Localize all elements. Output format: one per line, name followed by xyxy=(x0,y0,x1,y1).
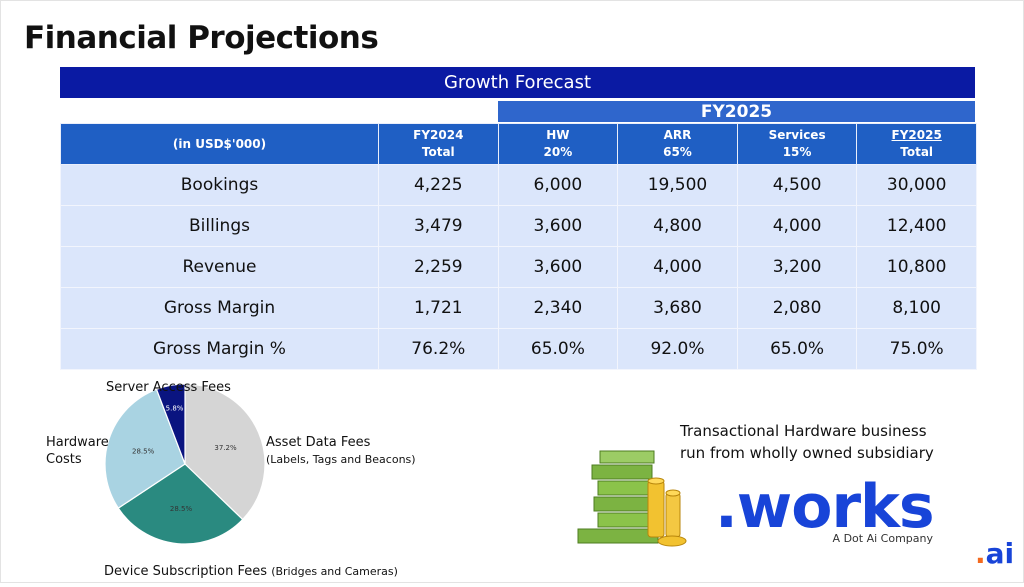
table-cell: 4,800 xyxy=(617,205,738,247)
label-asset-data-fees: Asset Data Fees (Labels, Tags and Beacon… xyxy=(266,435,416,466)
table-cell: 65.0% xyxy=(497,328,619,370)
row-label: Bookings xyxy=(60,164,379,206)
row-label: Gross Margin xyxy=(60,287,379,329)
row-label: Billings xyxy=(60,205,379,247)
pie-chart-svg: 37.2% 28.5% 28.5% 5.8% xyxy=(104,383,266,545)
works-logo: .works A Dot Ai Company xyxy=(715,472,935,545)
table-cell: 1,721 xyxy=(378,287,499,329)
table-cell: 19,500 xyxy=(617,164,738,206)
pie-slice-server-access-fees xyxy=(155,383,186,465)
pie-slice-device-subscription-fees xyxy=(117,463,244,545)
table-cell: 10,800 xyxy=(856,246,977,288)
table-cell: 4,500 xyxy=(736,164,858,206)
table-row: Revenue 2,259 3,600 4,000 3,200 10,800 xyxy=(60,246,977,288)
table-cell: 3,200 xyxy=(736,246,858,288)
table-row: Gross Margin 1,721 2,340 3,680 2,080 8,100 xyxy=(60,287,977,329)
table-cell: 12,400 xyxy=(856,205,977,247)
pie-value-label: 28.5% xyxy=(170,505,193,513)
pie-slice-hardware-costs xyxy=(104,388,186,509)
header-services: Services 15% xyxy=(736,123,858,165)
row-label: Gross Margin % xyxy=(60,328,379,370)
table-cell: 75.0% xyxy=(856,328,977,370)
table-cell: 3,680 xyxy=(617,287,738,329)
pie-value-label: 5.8% xyxy=(166,404,184,412)
table-header-row: (in USD$'000) FY2024 Total HW 20% ARR 65% S… xyxy=(60,123,977,165)
table-cell: 3,479 xyxy=(378,205,499,247)
table-cell: 2,080 xyxy=(736,287,858,329)
subsidiary-callout: Transactional Hardware business run from… xyxy=(680,422,934,462)
table-row: Billings 3,479 3,600 4,800 4,000 12,400 xyxy=(60,205,977,247)
table-cell: 65.0% xyxy=(736,328,858,370)
growth-forecast-banner: Growth Forecast xyxy=(60,67,975,98)
header-fy2025-total: FY2025 Total xyxy=(856,123,977,165)
page-title: Financial Projections xyxy=(24,20,379,56)
row-label: Revenue xyxy=(60,246,379,288)
table-cell: 3,600 xyxy=(497,205,619,247)
label-device-subscription-fees: Device Subscription Fees (Bridges and Ca… xyxy=(104,564,398,579)
table-cell: 92.0% xyxy=(617,328,738,370)
table-cell: 4,000 xyxy=(617,246,738,288)
table-row: Bookings 4,225 6,000 19,500 4,500 30,000 xyxy=(60,164,977,206)
table-row: Gross Margin % 76.2% 65.0% 92.0% 65.0% 75.0% xyxy=(60,328,977,370)
table-cell: 2,340 xyxy=(497,287,619,329)
table-cell: 76.2% xyxy=(378,328,499,370)
header-arr: ARR 65% xyxy=(617,123,738,165)
fy2025-group-header: FY2025 xyxy=(498,101,975,122)
table-cell: 30,000 xyxy=(856,164,977,206)
header-fy2024: FY2024 Total xyxy=(378,123,499,165)
pie-value-label: 37.2% xyxy=(214,444,237,452)
table-cell: 4,225 xyxy=(378,164,499,206)
header-hw: HW 20% xyxy=(497,123,619,165)
table-cell: 8,100 xyxy=(856,287,977,329)
table-cell: 4,000 xyxy=(736,205,858,247)
table-cell: 3,600 xyxy=(497,246,619,288)
table-cell: 6,000 xyxy=(497,164,619,206)
dot-ai-logo: .ai xyxy=(975,537,1015,570)
revenue-mix-pie-chart: 37.2% 28.5% 28.5% 5.8% Server Access Fees H… xyxy=(0,370,440,583)
label-server-access-fees: Server Access Fees xyxy=(106,380,231,395)
pie-slice-asset-data-fees xyxy=(184,383,266,521)
label-hardware-costs: Hardware Costs xyxy=(46,435,109,467)
money-stack-icon xyxy=(577,450,687,547)
table-cell: 2,259 xyxy=(378,246,499,288)
pie-value-label: 28.5% xyxy=(132,448,155,456)
financial-table: (in USD$'000) FY2024 Total HW 20% ARR 65% S… xyxy=(60,123,977,370)
header-units: (in USD$'000) xyxy=(60,123,379,165)
